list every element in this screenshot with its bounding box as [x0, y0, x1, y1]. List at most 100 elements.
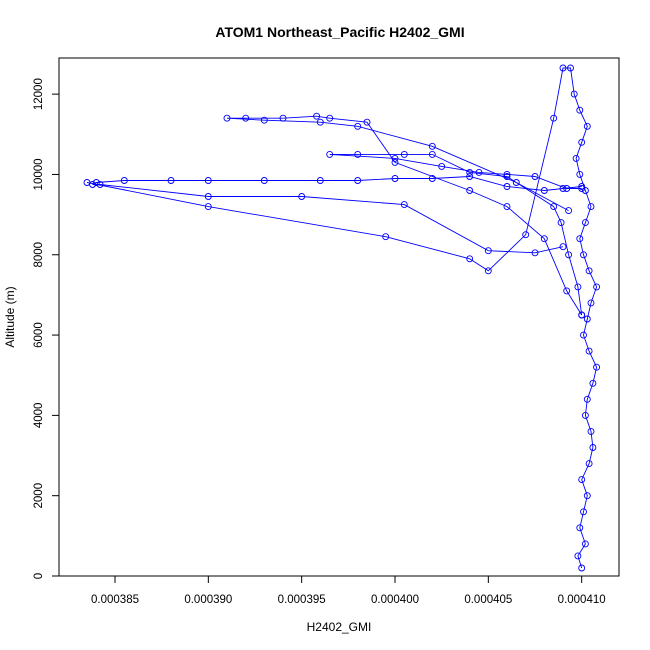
y-tick-label: 10000 — [33, 158, 45, 190]
chart-title: ATOM1 Northeast_Pacific H2402_GMI — [215, 24, 464, 40]
data-point — [583, 315, 591, 323]
series-layer — [83, 64, 601, 572]
data-point — [279, 114, 287, 122]
data-point — [503, 183, 511, 190]
data-point — [565, 207, 573, 215]
data-point — [466, 168, 474, 176]
data-point — [89, 181, 97, 188]
data-point — [550, 203, 558, 211]
y-tick-label: 12000 — [33, 78, 45, 110]
data-point — [242, 114, 250, 122]
data-point — [531, 173, 539, 180]
data-point — [585, 267, 593, 275]
data-point — [531, 249, 539, 257]
data-point — [580, 331, 587, 339]
data-point — [578, 138, 586, 146]
data-point — [578, 185, 586, 192]
data-point — [589, 379, 597, 387]
data-point — [503, 170, 511, 178]
data-point — [580, 251, 587, 259]
data-point — [260, 116, 268, 124]
data-point — [326, 150, 334, 158]
data-point — [298, 193, 306, 200]
data-point — [567, 64, 574, 72]
data-point — [354, 150, 362, 158]
plot-frame — [58, 57, 620, 577]
data-point — [550, 114, 558, 122]
data-point — [587, 203, 595, 211]
data-point — [557, 219, 565, 227]
data-point — [204, 193, 212, 200]
series-line — [226, 115, 583, 316]
data-point — [587, 299, 595, 307]
data-point — [578, 183, 586, 190]
data-point — [583, 122, 591, 130]
data-point — [522, 231, 530, 239]
data-point — [503, 203, 511, 211]
data-point — [574, 552, 582, 560]
data-point — [578, 564, 586, 572]
data-point — [466, 187, 474, 194]
data-point — [576, 170, 584, 178]
data-point — [576, 106, 584, 114]
data-point — [204, 177, 212, 184]
data-point — [503, 173, 511, 180]
data-point — [576, 235, 584, 243]
data-point — [438, 162, 446, 170]
data-point — [574, 283, 582, 291]
y-axis-label: Altitude (m) — [3, 286, 17, 347]
x-tick-label: 0.000410 — [558, 594, 606, 606]
data-point — [96, 181, 104, 188]
data-point — [260, 177, 268, 184]
series-line — [92, 176, 582, 254]
data-point — [363, 118, 371, 126]
data-point — [540, 187, 548, 194]
data-point — [581, 540, 589, 548]
data-point — [559, 64, 567, 72]
data-point — [484, 267, 492, 275]
data-point — [316, 118, 324, 126]
data-point — [540, 235, 548, 243]
data-point — [428, 142, 436, 150]
data-point — [563, 287, 571, 295]
data-point — [204, 203, 212, 211]
data-point — [565, 251, 573, 259]
x-tick-label: 0.000390 — [184, 594, 232, 606]
y-axis: 0 2000 4000 6000 8000 10000 12000 — [33, 78, 60, 579]
data-point — [382, 233, 390, 241]
x-tick-label: 0.000395 — [278, 594, 326, 606]
data-point — [120, 177, 128, 184]
data-point — [581, 187, 589, 194]
x-tick-label: 0.000405 — [464, 594, 512, 606]
x-tick-label: 0.000385 — [91, 594, 139, 606]
data-point — [578, 311, 586, 319]
data-point — [572, 154, 580, 162]
data-point — [559, 185, 567, 192]
data-point — [391, 175, 399, 182]
data-point — [583, 492, 591, 500]
data-point — [583, 395, 591, 403]
y-tick-label: 6000 — [33, 322, 45, 348]
data-point — [391, 158, 399, 166]
data-point — [475, 168, 483, 176]
data-point — [428, 175, 436, 182]
data-point — [223, 114, 231, 122]
data-point — [92, 179, 100, 186]
data-point — [570, 90, 578, 98]
data-point — [587, 427, 595, 435]
data-point — [585, 460, 593, 468]
series-line — [329, 153, 583, 316]
data-point — [313, 112, 321, 120]
x-axis-label: H2402_GMI — [307, 620, 372, 634]
data-point — [466, 173, 474, 180]
x-tick-label: 0.000400 — [371, 594, 419, 606]
data-point — [593, 283, 601, 291]
data-point — [466, 255, 474, 263]
data-point — [400, 201, 408, 209]
y-tick-label: 0 — [33, 573, 45, 579]
data-point — [593, 363, 601, 371]
data-point — [578, 476, 586, 484]
data-point — [326, 114, 334, 122]
data-point — [428, 150, 436, 158]
